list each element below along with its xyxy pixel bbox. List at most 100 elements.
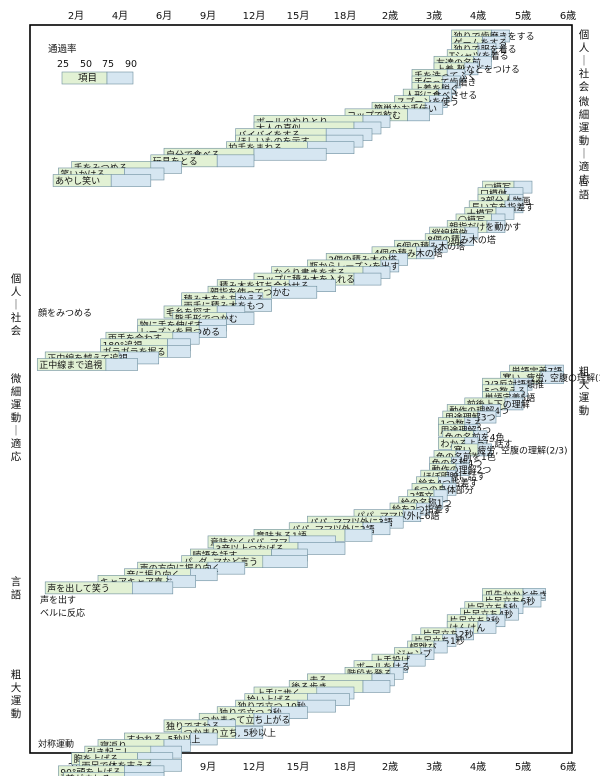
top-tick-label: 4月	[112, 10, 128, 22]
legend: 通過率 25 50 75 90 項目	[48, 43, 137, 85]
domain-label-right: 語	[579, 188, 590, 201]
domain-label-left: 動	[11, 707, 22, 720]
bar-75-90	[297, 542, 346, 555]
bar-75-90	[253, 147, 327, 161]
bottom-tick-label: 6歳	[560, 761, 576, 773]
top-tick-label: 3歳	[426, 10, 442, 22]
domain-label-left: 運	[11, 695, 22, 707]
item-label: あやし笑い	[55, 175, 100, 187]
domain-label-right: ｜	[579, 54, 590, 67]
free-label: 顔をみつめる	[38, 307, 92, 319]
bar-75-90	[198, 325, 227, 338]
domain-label-right: 人	[579, 42, 590, 54]
bar-75-90	[477, 410, 497, 424]
bar-75-90	[190, 732, 218, 746]
bar-75-90	[362, 680, 391, 693]
domain-label-left: ｜	[11, 298, 22, 311]
domain-label-left: 社	[11, 311, 22, 324]
top-tick-label: 18月	[334, 10, 357, 22]
bottom-tick-label: 2歳	[382, 761, 398, 773]
bar-75-90	[124, 765, 165, 776]
top-axis: 2月 4月 6月 9月 12月 15月 18月 2歳 3歳 4歳 5歳 6歳	[68, 10, 576, 22]
domain-label-left: 適	[11, 437, 22, 450]
bar-75-90	[433, 640, 448, 654]
bar-75-90	[429, 496, 444, 509]
item-bar: 正中線まで追視	[36, 358, 138, 371]
bar-75-90	[226, 312, 255, 325]
domain-label-left: 応	[11, 450, 22, 463]
bar-75-90	[455, 627, 474, 641]
bar-75-90	[235, 726, 264, 739]
top-tick-label: 15月	[287, 10, 310, 22]
free-label: 対称運動	[38, 738, 74, 750]
domain-label-right: 個	[579, 28, 590, 41]
domain-label-right: ｜	[579, 147, 590, 160]
bar-25-75	[63, 772, 125, 776]
item-bar: 声を出して笑う	[44, 581, 174, 594]
bar-75-90	[190, 568, 218, 582]
domain-label-right: 会	[579, 80, 590, 93]
free-label: ベルに反応	[40, 607, 85, 619]
bar-75-90	[216, 154, 255, 168]
domain-label-left: 語	[11, 588, 22, 601]
bar-75-90	[464, 62, 479, 76]
domain-label-right: 適	[579, 160, 590, 173]
legend-percent: 75	[102, 59, 114, 70]
top-tick-label: 5歳	[515, 10, 531, 22]
item-bar: 首がすわる	[63, 772, 165, 776]
free-labels: 顔をみつめる「アー」「ウー」などの発声声を出すベルに反応対称運動	[38, 307, 170, 750]
item-bar: 90°頭を上げる	[58, 765, 165, 776]
bar-75-90	[124, 772, 165, 776]
domain-label-left: 大	[11, 681, 22, 694]
item-label: 90°頭を上げる	[60, 767, 121, 776]
top-tick-label: 2月	[68, 10, 84, 22]
bar-75-90	[540, 371, 564, 384]
legend-sample-bar-right	[106, 71, 134, 85]
legend-percent: 50	[80, 59, 92, 70]
bar-75-90	[167, 575, 196, 588]
legend-sample-label: 項目	[78, 73, 97, 84]
domain-label-right: 微	[579, 95, 590, 108]
top-tick-label: 4歳	[470, 10, 486, 22]
domain-label-left: 微	[11, 372, 22, 385]
domain-label-left: 会	[11, 324, 22, 337]
bar-75-90	[486, 220, 506, 233]
item-label: 寒い, 疲労, 空腹の理解(2/3)	[454, 444, 568, 456]
domain-label-left: ｜	[11, 424, 22, 437]
bar-75-90	[522, 594, 542, 608]
bottom-tick-label: 3歳	[426, 761, 442, 773]
bar-75-90	[167, 345, 191, 358]
bar-75-90	[504, 397, 524, 411]
domain-label-left: 人	[11, 286, 22, 298]
domain-label-right: 応	[579, 173, 590, 186]
item-label: 正中線まで追視	[39, 359, 102, 371]
bar-75-90	[262, 555, 308, 568]
legend-percent: 90	[125, 59, 137, 70]
domain-label-left: 細	[11, 385, 22, 398]
legend-percents: 25 50 75 90	[57, 59, 137, 70]
domain-label-right: 社	[579, 67, 590, 80]
item-label: 声を出して笑う	[47, 582, 110, 594]
bottom-tick-label: 12月	[243, 761, 266, 773]
bar-75-90	[455, 463, 470, 476]
top-tick-label: 9月	[200, 10, 216, 22]
item-bar: あやし笑い	[52, 174, 152, 187]
top-tick-label: 6歳	[560, 10, 576, 22]
domain-label-right: 細	[579, 108, 590, 121]
bar-75-90	[105, 358, 138, 371]
bottom-tick-label: 18月	[334, 761, 357, 773]
domain-label-left: 言	[11, 575, 22, 588]
bar-75-90	[477, 620, 497, 634]
domain-label-right: 動	[579, 404, 590, 417]
bar-75-90	[344, 529, 373, 542]
legend-title: 通過率	[48, 43, 77, 55]
free-label: 声を出す	[40, 594, 76, 606]
item-label: 首がすわる	[66, 773, 111, 776]
domain-label-left: 運	[11, 399, 22, 411]
top-tick-label: 6月	[156, 10, 172, 22]
bar-75-90	[353, 272, 382, 286]
item-bars: 独りで歯磨きをするゲームをする独りで服を着るTシャツを着る友達の名前上着,靴など…	[36, 29, 600, 776]
domain-label-right: 運	[579, 392, 590, 404]
